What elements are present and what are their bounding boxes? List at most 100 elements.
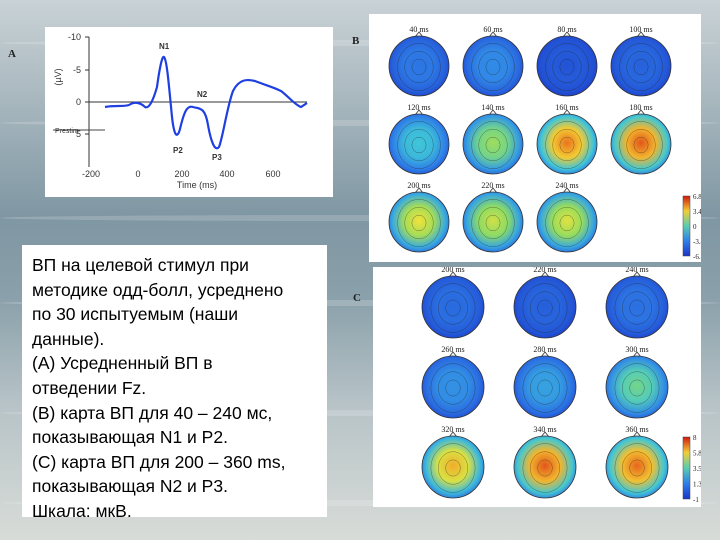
contour-line — [530, 291, 560, 325]
head-topomap — [388, 191, 450, 253]
map-time-label: 80 ms — [557, 25, 576, 34]
contour-line — [478, 129, 508, 161]
background-wave — [0, 40, 720, 46]
map-time-label: 300 ms — [625, 345, 648, 354]
x-axis-label: Time (ms) — [177, 180, 217, 190]
map-time-label: 280 ms — [533, 345, 556, 354]
head-topomap — [605, 435, 669, 499]
caption-line: (С) карта ВП для 200 – 360 ms, — [32, 451, 286, 472]
contour-line — [559, 214, 575, 232]
scale-tick-label: 3.4 — [693, 208, 701, 216]
scale-tick-label: 6.8 — [693, 193, 701, 201]
contour-line — [633, 58, 649, 76]
panel-letter-b: B — [352, 35, 360, 47]
head-topomap — [536, 113, 598, 175]
caption-line: по 30 испытуемым (наши — [32, 304, 239, 325]
erp-waveform-plot: -10 -5 0 5 (µV) -200 0 200 400 600 Time … — [53, 32, 308, 190]
contour-line — [614, 443, 660, 493]
topomap-grid-b: 40 ms 60 ms 80 ms 100 ms 120 ms 140 ms 160 ms 1… — [388, 25, 705, 261]
background-wave — [0, 215, 720, 221]
peak-label-p3: P3 — [212, 153, 222, 162]
contour-line — [411, 214, 427, 232]
contour-line — [478, 51, 508, 83]
contour-line — [626, 129, 656, 161]
map-time-label: 240 ms — [625, 267, 648, 274]
contour-line — [471, 121, 515, 169]
x-tick: -200 — [82, 169, 100, 179]
scale-tick-label: 3.5 — [693, 465, 701, 473]
erp-waveform-panel: -10 -5 0 5 (µV) -200 0 200 400 600 Time … — [45, 27, 333, 197]
contour-line — [411, 136, 427, 154]
head-topomap — [421, 275, 485, 339]
contour-line — [545, 121, 589, 169]
contour-line — [485, 136, 501, 154]
contour-line — [537, 459, 553, 477]
head-topomap — [605, 355, 669, 419]
map-time-label: 200 ms — [407, 181, 430, 190]
head-topomap — [421, 435, 485, 499]
peak-label-p2: P2 — [173, 146, 183, 155]
caption-line: данные). — [32, 328, 105, 349]
map-time-label: 320 ms — [441, 425, 464, 434]
contour-line — [404, 129, 434, 161]
panel-letter-a: A — [8, 48, 16, 60]
contour-line — [471, 43, 515, 91]
erp-waveform-line — [104, 55, 308, 150]
contour-line — [445, 299, 461, 317]
scale-tick-label: 5.8 — [693, 450, 701, 458]
caption-line: показывающая N1 и P2. — [32, 427, 228, 448]
contour-line — [485, 214, 501, 232]
scale-tick-label: 8 — [693, 434, 697, 442]
head-topomap — [388, 113, 450, 175]
contour-line — [522, 283, 568, 333]
contour-line — [626, 51, 656, 83]
contour-line — [559, 136, 575, 154]
contour-line — [552, 207, 582, 239]
y-unit: (µV) — [53, 68, 63, 85]
background-wave — [0, 410, 720, 416]
contour-line — [397, 43, 441, 91]
caption-line: методике одд-болл, усреднено — [32, 279, 284, 300]
map-time-label: 140 ms — [481, 103, 504, 112]
contour-line — [445, 379, 461, 397]
contour-line — [430, 443, 476, 493]
contour-line — [622, 371, 652, 405]
head-topomap — [388, 35, 450, 97]
background-wave — [0, 500, 720, 506]
head-topomap — [536, 191, 598, 253]
map-time-label: 220 ms — [533, 267, 556, 274]
contour-line — [438, 371, 468, 405]
map-time-label: 260 ms — [441, 345, 464, 354]
stimulus-label: Prestim — [55, 128, 79, 135]
head-topomap — [462, 191, 524, 253]
scale-tick-label: 0 — [693, 223, 697, 231]
contour-line — [404, 207, 434, 239]
x-tick: 0 — [135, 169, 140, 179]
peak-label-n1: N1 — [159, 42, 170, 51]
contour-line — [430, 363, 476, 413]
map-time-label: 120 ms — [407, 103, 430, 112]
background-wave — [0, 300, 720, 306]
contour-line — [397, 121, 441, 169]
head-topomap — [536, 35, 598, 97]
contour-line — [530, 451, 560, 485]
head-topomap — [513, 355, 577, 419]
x-tick: 400 — [219, 169, 234, 179]
contour-line — [438, 291, 468, 325]
contour-line — [438, 451, 468, 485]
contour-line — [530, 371, 560, 405]
contour-line — [619, 121, 663, 169]
contour-line — [471, 199, 515, 247]
caption-line: (А) Усредненный ВП в — [32, 353, 213, 374]
topomap-panel-b: 40 ms 60 ms 80 ms 100 ms 120 ms 140 ms 160 ms 1… — [369, 14, 705, 262]
map-time-label: 100 ms — [629, 25, 652, 34]
head-topomap — [513, 435, 577, 499]
map-time-label: 160 ms — [555, 103, 578, 112]
contour-line — [430, 283, 476, 333]
contour-line — [614, 283, 660, 333]
contour-line — [622, 291, 652, 325]
scale-tick-label: 1.3 — [693, 481, 701, 489]
contour-line — [537, 379, 553, 397]
contour-line — [622, 451, 652, 485]
scale-tick-label: -3.4 — [693, 238, 701, 246]
